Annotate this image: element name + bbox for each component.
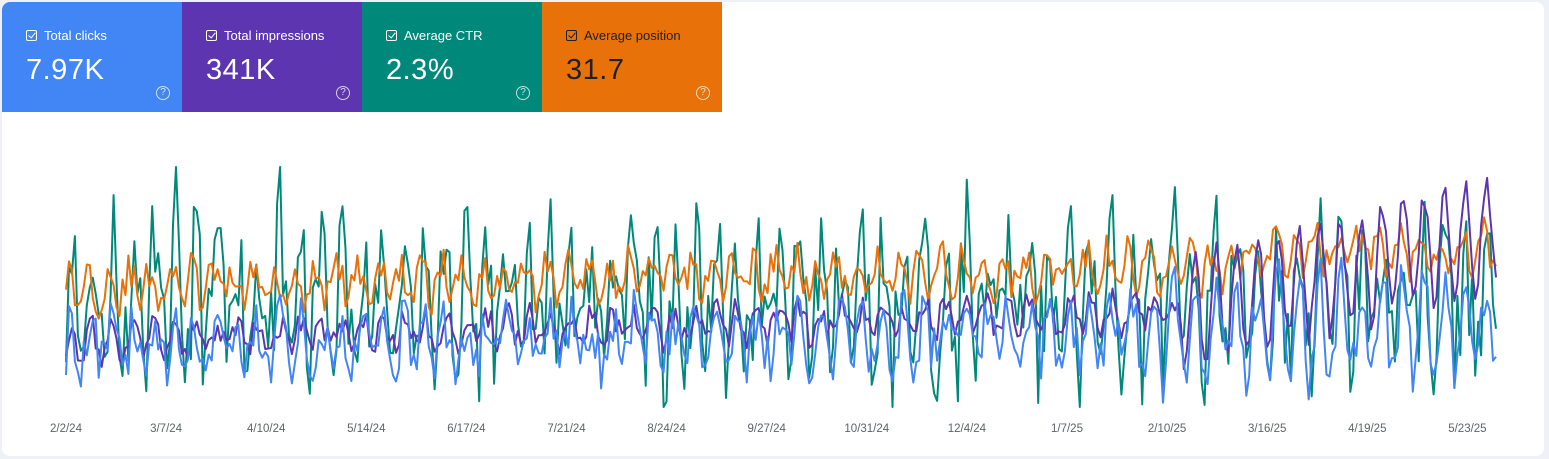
metric-cards: Total clicks 7.97K ? Total impressions 3… (2, 2, 722, 112)
x-tick-label: 8/24/24 (647, 423, 686, 435)
help-circle-icon[interactable]: ? (516, 86, 530, 100)
metric-label: Total clicks (44, 27, 107, 43)
x-axis-ticks: 2/2/24 3/7/24 4/10/24 5/14/24 6/17/24 7/21/24… (50, 423, 1487, 435)
checkbox-checked-icon[interactable] (386, 29, 397, 41)
metric-card-total-clicks[interactable]: Total clicks 7.97K ? (2, 2, 182, 112)
x-tick-label: 4/10/24 (247, 423, 286, 435)
help-circle-icon[interactable]: ? (336, 86, 350, 100)
x-tick-label: 5/14/24 (347, 423, 386, 435)
x-tick-label: 1/7/25 (1051, 423, 1083, 435)
metric-value: 341K (206, 54, 276, 86)
checkbox-checked-icon[interactable] (566, 29, 577, 41)
metric-card-average-position[interactable]: Average position 31.7 ? (542, 2, 722, 112)
series-line-average-position (65, 216, 1497, 320)
x-tick-label: 3/7/24 (150, 423, 183, 435)
metric-label-row: Total impressions (206, 27, 324, 43)
help-circle-icon[interactable]: ? (156, 86, 170, 100)
metric-label: Average position (584, 27, 681, 43)
x-tick-label: 9/27/24 (748, 423, 787, 435)
metric-value: 7.97K (26, 54, 105, 86)
metric-value: 2.3% (386, 54, 455, 86)
metric-value: 31.7 (566, 54, 625, 86)
metric-label: Total impressions (224, 27, 325, 43)
help-circle-icon[interactable]: ? (696, 86, 710, 100)
metric-label-row: Average position (566, 27, 681, 43)
metric-label: Average CTR (404, 27, 483, 43)
x-tick-label: 6/17/24 (447, 423, 486, 435)
x-tick-label: 4/19/25 (1348, 423, 1386, 435)
x-tick-label: 7/21/24 (547, 423, 586, 435)
x-tick-label: 2/10/25 (1148, 423, 1186, 435)
metric-card-total-impressions[interactable]: Total impressions 341K ? (182, 2, 362, 112)
metric-label-row: Total clicks (26, 27, 107, 43)
checkbox-checked-icon[interactable] (206, 29, 217, 41)
chart-series-layer (65, 166, 1497, 408)
x-tick-label: 2/2/24 (50, 423, 83, 435)
x-tick-label: 3/16/25 (1248, 423, 1286, 435)
metric-label-row: Average CTR (386, 27, 483, 43)
x-tick-label: 10/31/24 (844, 423, 889, 435)
x-tick-label: 5/23/25 (1448, 423, 1486, 435)
x-tick-label: 12/4/24 (948, 423, 987, 435)
metric-card-average-ctr[interactable]: Average CTR 2.3% ? (362, 2, 542, 112)
series-line-total-clicks (65, 256, 1497, 404)
checkbox-checked-icon[interactable] (26, 29, 37, 41)
